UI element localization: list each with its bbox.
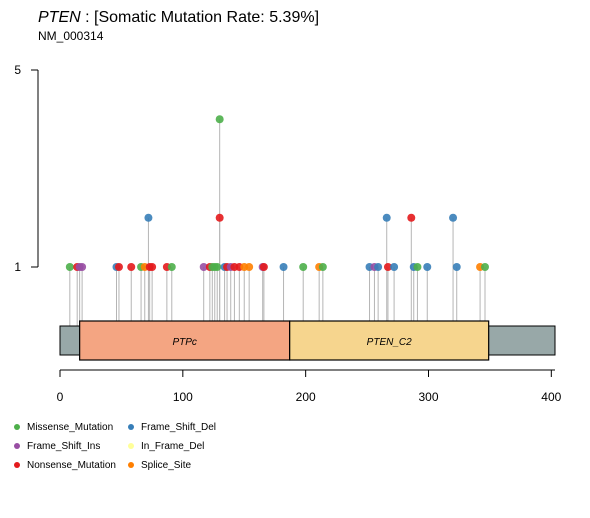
x-tick-label: 200 xyxy=(296,390,316,404)
lollipop-head xyxy=(374,263,383,271)
legend-marker xyxy=(128,462,134,468)
lollipop-head xyxy=(413,263,422,271)
legend-marker xyxy=(128,443,134,449)
lollipop-head xyxy=(213,263,222,271)
legend-label: Frame_Shift_Ins xyxy=(27,441,101,452)
lollipop-head xyxy=(452,263,461,271)
lollipop-head xyxy=(167,263,176,271)
mutation-rate: : [Somatic Mutation Rate: 5.39%] xyxy=(80,9,320,26)
lollipop-head xyxy=(144,213,153,222)
lollipop-head xyxy=(390,263,399,271)
lollipop-head xyxy=(245,263,254,271)
y-tick-label: 5 xyxy=(14,63,21,77)
lollipop-head xyxy=(423,263,432,271)
legend-marker xyxy=(14,462,20,468)
domain-label: PTPc xyxy=(172,337,196,348)
transcript-id: NM_000314 xyxy=(38,29,104,43)
lollipop-head xyxy=(215,213,224,222)
legend-marker xyxy=(14,443,20,449)
lollipop-head xyxy=(318,263,327,271)
lollipop-head xyxy=(279,263,288,271)
gene-name: PTEN xyxy=(38,9,81,26)
lollipop-head xyxy=(199,263,208,271)
lollipop-head xyxy=(407,213,416,222)
legend-label: Missense_Mutation xyxy=(27,422,114,433)
chart-title: PTEN : [Somatic Mutation Rate: 5.39%] xyxy=(38,9,319,27)
lollipop-head xyxy=(259,263,268,271)
domain-box xyxy=(289,320,490,361)
legend-marker xyxy=(14,424,20,430)
lollipop-head xyxy=(299,263,308,271)
legend-marker xyxy=(128,424,134,430)
legend-label: Splice_Site xyxy=(141,460,192,471)
domain-label: PTEN_C2 xyxy=(367,337,412,348)
lollipop-head xyxy=(480,263,489,271)
y-tick-label: 1 xyxy=(14,260,21,274)
lollipop-head xyxy=(383,263,392,271)
x-tick-label: 400 xyxy=(541,390,561,404)
lollipop-head xyxy=(449,213,458,222)
legend-label: Frame_Shift_Del xyxy=(141,422,217,433)
lollipop-head xyxy=(114,263,123,271)
lollipop-head xyxy=(382,213,391,222)
lollipop-head xyxy=(78,263,87,271)
legend-label: In_Frame_Del xyxy=(141,441,205,452)
x-tick-label: 0 xyxy=(57,390,64,404)
lollipop-head xyxy=(215,115,224,124)
domain-box xyxy=(79,320,291,361)
lollipop-head xyxy=(65,263,74,271)
legend-label: Nonsense_Mutation xyxy=(27,460,116,471)
lollipop-head xyxy=(148,263,157,271)
lollipop-head xyxy=(127,263,136,271)
x-tick-label: 300 xyxy=(418,390,438,404)
x-tick-label: 100 xyxy=(173,390,193,404)
